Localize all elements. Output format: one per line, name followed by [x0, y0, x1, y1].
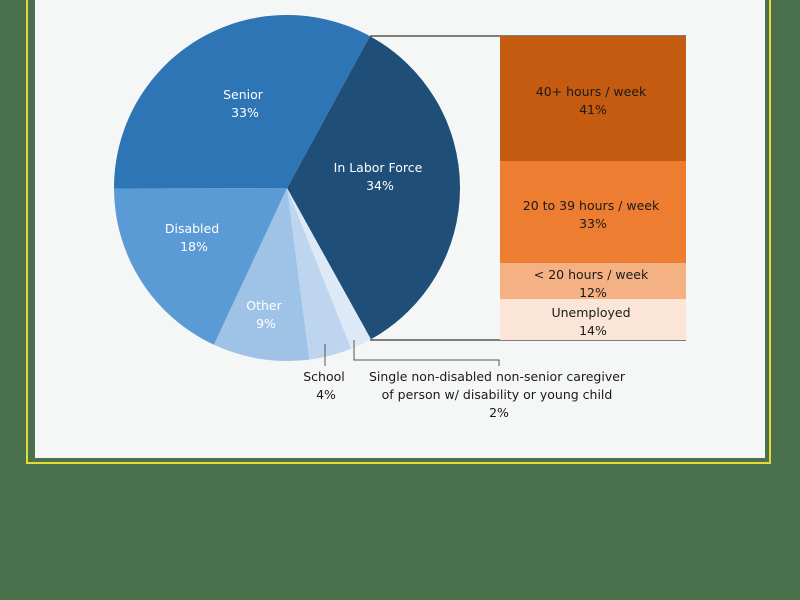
stacked-bar [500, 36, 686, 340]
label-unemployed: Unemployed 14% [551, 305, 634, 338]
label-20to39: 20 to 39 hours / week 33% [523, 198, 663, 231]
pie-slice-in-labor-force[interactable] [287, 36, 461, 340]
pie-slice-senior[interactable] [113, 14, 370, 189]
bar-segment-unemployed[interactable] [500, 299, 686, 340]
chart-frame-border [26, 0, 771, 464]
pie-slice-caregiver[interactable] [287, 188, 371, 349]
label-disabled: Disabled 18% [165, 221, 223, 254]
pie [113, 14, 461, 362]
pie-slice-other[interactable] [213, 188, 310, 362]
label-caregiver: Single non-disabled non-senior caregiver… [369, 369, 629, 420]
pie-slice-school[interactable] [287, 188, 352, 360]
label-school: School 4% [303, 369, 348, 402]
label-other: Other 9% [246, 298, 285, 331]
label-under20: < 20 hours / week 12% [534, 267, 652, 300]
bar-segment-under20[interactable] [500, 263, 686, 299]
label-senior: Senior 33% [223, 87, 267, 120]
pie-slice-disabled[interactable] [114, 188, 287, 345]
label-40plus: 40+ hours / week 41% [536, 84, 650, 117]
bar-segment-40plus[interactable] [500, 36, 686, 161]
bar-segment-20to39[interactable] [500, 161, 686, 263]
leader-line-caregiver [353, 340, 500, 366]
label-in-labor-force: In Labor Force 34% [334, 160, 427, 193]
